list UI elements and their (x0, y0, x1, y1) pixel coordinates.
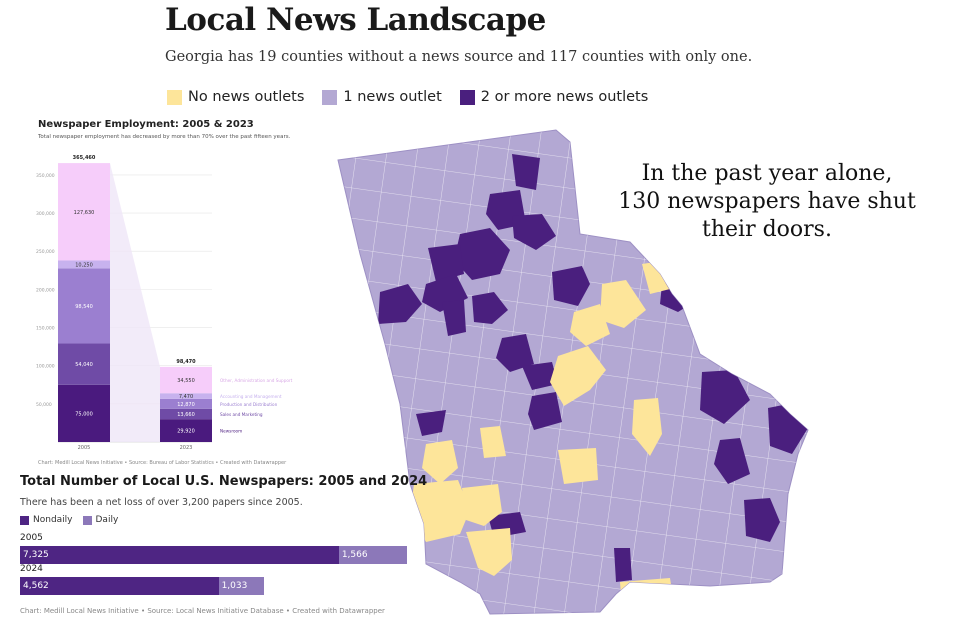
employment-stacked-bar-chart: 50,000 100,000 150,000 200,000 250,000 300,00… (36, 155, 293, 451)
x-tick-label: 2023 (180, 445, 193, 451)
employment-chart-title: Newspaper Employment: 2005 & 2023 (38, 119, 254, 130)
bar-row-2005: 7,325 1,566 (20, 546, 407, 564)
stack-segment (58, 343, 110, 385)
data-label: 98,540 (75, 304, 93, 310)
legend-swatch-nondaily (20, 515, 29, 525)
legend-item-daily: Daily (82, 515, 119, 525)
series-label: Other, Administration and Support (220, 378, 293, 383)
employment-chart-subtitle: Total newspaper employment has decreased… (38, 134, 291, 140)
data-label: 127,630 (74, 210, 95, 216)
data-label: 54,040 (75, 362, 93, 368)
bar-segment-2005-nondaily: 7,325 (20, 546, 339, 564)
bar-total-label: 365,460 (73, 155, 96, 161)
bar-total-label: 98,470 (176, 359, 196, 365)
stack-segment (160, 419, 212, 442)
stack-segment (58, 268, 110, 344)
page-title: Local News Landscape (165, 2, 546, 38)
y-tick-label: 300,000 (36, 211, 55, 217)
bar-segment-2024-daily: 1,033 (218, 577, 264, 595)
data-label: 75,000 (75, 411, 93, 417)
legend-swatch-two-plus-outlets (459, 89, 475, 105)
connector-band (110, 163, 160, 442)
legend-item-one-outlet: 1 news outlet (322, 89, 442, 105)
callout-line-1: In the past year alone, (641, 161, 893, 186)
series-label: Newsroom (220, 429, 242, 434)
series-label: Accounting and Management (220, 394, 282, 399)
bar-segment-2005-daily: 1,566 (338, 546, 407, 564)
legend-swatch-no-outlets (167, 89, 182, 105)
employment-chart-credit: Chart: Medill Local News Initiative • So… (38, 460, 287, 466)
newspapers-chart-title: Total Number of Local U.S. Newspapers: 2… (20, 474, 428, 489)
data-label: 7,470 (179, 394, 193, 400)
legend-label-two-plus-outlets: 2 or more news outlets (480, 89, 649, 105)
y-tick-label: 100,000 (36, 364, 55, 370)
y-tick-label: 50,000 (36, 402, 52, 408)
legend-label-daily: Daily (95, 515, 119, 525)
y-tick-label: 250,000 (36, 249, 55, 255)
stack-segment (58, 260, 110, 269)
data-label: 13,660 (177, 412, 195, 418)
newspapers-chart-subtitle: There has been a net loss of over 3,200 … (20, 497, 303, 508)
counties-no-outlets (410, 260, 674, 608)
legend-item-no-outlets: No news outlets (167, 89, 304, 105)
data-label: 12,870 (177, 402, 195, 408)
newspapers-legend: Nondaily Daily (20, 515, 128, 525)
y-tick-label: 150,000 (36, 326, 55, 332)
legend-swatch-daily (82, 515, 92, 525)
legend-label-one-outlet: 1 news outlet (343, 89, 442, 105)
data-label: 34,550 (177, 378, 195, 384)
georgia-county-map (337, 129, 809, 615)
newspapers-chart-credit: Chart: Medill Local News Initiative • So… (20, 607, 385, 615)
stack-segment (160, 393, 212, 399)
stack-segment (160, 408, 212, 420)
stack-segment (160, 398, 212, 409)
legend-item-two-plus-outlets: 2 or more news outlets (459, 89, 649, 105)
series-label: Sales and Marketing (220, 412, 263, 417)
stack-segment (160, 366, 212, 394)
map-legend: No news outlets 1 news outlet 2 or more … (167, 89, 666, 105)
callout-text: In the past year alone, 130 newspapers h… (602, 160, 932, 244)
callout-line-2: 130 newspapers have shut (618, 189, 916, 214)
stack-segment (58, 384, 110, 442)
callout-line-3: their doors. (702, 217, 832, 242)
legend-item-nondaily: Nondaily (20, 515, 73, 525)
data-label: 10,250 (75, 262, 93, 268)
legend-label-no-outlets: No news outlets (188, 89, 305, 105)
y-tick-label: 200,000 (36, 287, 55, 293)
y-tick-label: 350,000 (36, 173, 55, 179)
bar-row-2024: 4,562 1,033 (20, 577, 264, 595)
bar-year-label-2024: 2024 (20, 564, 43, 574)
series-label: Production and Distribution (220, 402, 278, 407)
x-tick-label: 2005 (78, 445, 91, 451)
data-label: 29,920 (177, 429, 195, 435)
page-subtitle: Georgia has 19 counties without a news s… (165, 49, 753, 65)
legend-label-nondaily: Nondaily (33, 515, 73, 525)
legend-swatch-one-outlet (322, 89, 338, 105)
stack-segment (58, 163, 110, 261)
bar-year-label-2005: 2005 (20, 533, 43, 543)
bar-segment-2024-nondaily: 4,562 (20, 577, 219, 595)
